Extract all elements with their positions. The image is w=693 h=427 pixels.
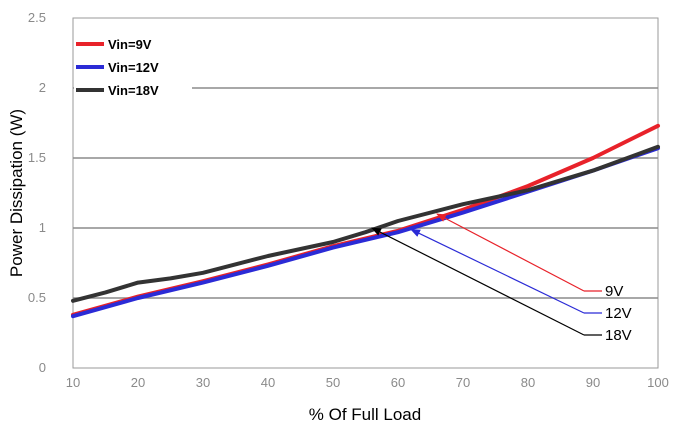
gridlines (73, 87, 658, 299)
x-tick-labels: 10 20 30 40 50 60 70 80 90 100 (66, 375, 669, 390)
legend-bg-1 (74, 57, 192, 77)
legend-label-1: Vin=12V (108, 60, 159, 75)
legend-label-0: Vin=9V (108, 37, 152, 52)
x-tick-label: 20 (131, 375, 145, 390)
y-tick-label: 2.5 (28, 10, 46, 25)
legend: Vin=9V Vin=12V Vin=18V (74, 34, 192, 100)
x-tick-label: 10 (66, 375, 80, 390)
x-tick-label: 60 (391, 375, 405, 390)
legend-label-2: Vin=18V (108, 83, 159, 98)
x-axis-title: % Of Full Load (309, 405, 421, 424)
annotation-label-1: 12V (605, 305, 632, 322)
annotation-label-2: 18V (605, 327, 632, 344)
x-tick-label: 100 (647, 375, 669, 390)
annotation-arrow-2 (371, 227, 585, 336)
legend-bg-0 (74, 34, 192, 54)
series-line-2 (71, 144, 660, 303)
annotation-label-0: 9V (605, 283, 623, 300)
x-tick-label: 70 (456, 375, 470, 390)
x-tick-label: 80 (521, 375, 535, 390)
y-tick-label: 0 (39, 360, 46, 375)
legend-bg-2 (74, 80, 192, 100)
y-tick-label: 2 (39, 80, 46, 95)
y-tick-label: 1 (39, 220, 46, 235)
y-axis-title: Power Dissipation (W) (7, 109, 26, 277)
x-tick-label: 40 (261, 375, 275, 390)
series-lines (71, 123, 660, 319)
x-tick-label: 30 (196, 375, 210, 390)
annotation-arrow-0 (436, 213, 585, 292)
annotations: 9V 12V 18V (371, 213, 632, 344)
x-tick-label: 50 (326, 375, 340, 390)
annotation-arrow-1 (410, 228, 585, 314)
y-tick-label: 0.5 (28, 290, 46, 305)
y-tick-labels: 0 0.5 1 1.5 2 2.5 (28, 10, 46, 375)
x-tick-label: 90 (586, 375, 600, 390)
y-tick-label: 1.5 (28, 150, 46, 165)
